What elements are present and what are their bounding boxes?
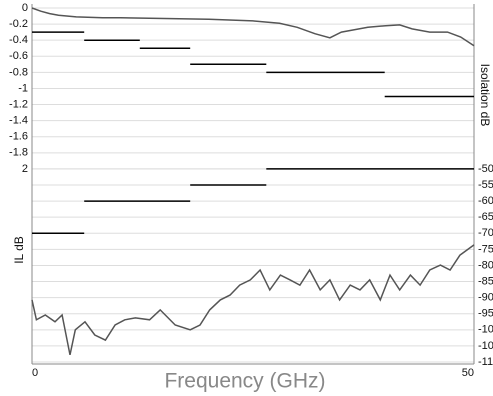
y2-tick-label: -95 xyxy=(478,308,493,320)
x-tick-label: 0 xyxy=(32,367,38,379)
y-tick-label: -1.8 xyxy=(9,147,28,159)
series-line xyxy=(31,7,475,47)
y2-axis-label: IL dB xyxy=(12,236,26,264)
y-tick-label: -1.2 xyxy=(9,98,28,110)
x-tick-label: 50 xyxy=(462,367,474,379)
y-tick-label: -0.2 xyxy=(9,18,28,30)
y-tick-label: -1.6 xyxy=(9,131,28,143)
y-tick-label: -0.4 xyxy=(9,34,28,46)
y-tick-label: 0 xyxy=(22,2,28,14)
y-tick-label: -0.8 xyxy=(9,66,28,78)
y2-tick-label: -60 xyxy=(478,195,493,207)
y-tick-label: -1.4 xyxy=(9,115,28,127)
x-axis-label: Frequency (GHz) xyxy=(164,370,325,393)
y-tick-label: 2 xyxy=(22,163,28,175)
y2-tick-label: -55 xyxy=(478,179,493,191)
y2-tick-label: -90 xyxy=(478,292,493,304)
series-line xyxy=(32,31,474,98)
y2-tick-label: -10 xyxy=(478,340,493,352)
y2-tick-label: -11 xyxy=(478,356,493,368)
y2-tick-label: -50 xyxy=(478,163,493,175)
y-axis-label: Isolation dB xyxy=(478,64,492,127)
y2-tick-label: -85 xyxy=(478,275,493,287)
y2-tick-label: -75 xyxy=(478,243,493,255)
y-tick-label: -1 xyxy=(18,82,28,94)
y-tick-label: -0.6 xyxy=(9,50,28,62)
series-line xyxy=(31,244,475,356)
series-line xyxy=(32,168,474,235)
y2-tick-label: -80 xyxy=(478,259,493,271)
y2-tick-label: -10 xyxy=(478,324,493,336)
y2-tick-label: -65 xyxy=(478,211,493,223)
y2-tick-label: -70 xyxy=(478,227,493,239)
